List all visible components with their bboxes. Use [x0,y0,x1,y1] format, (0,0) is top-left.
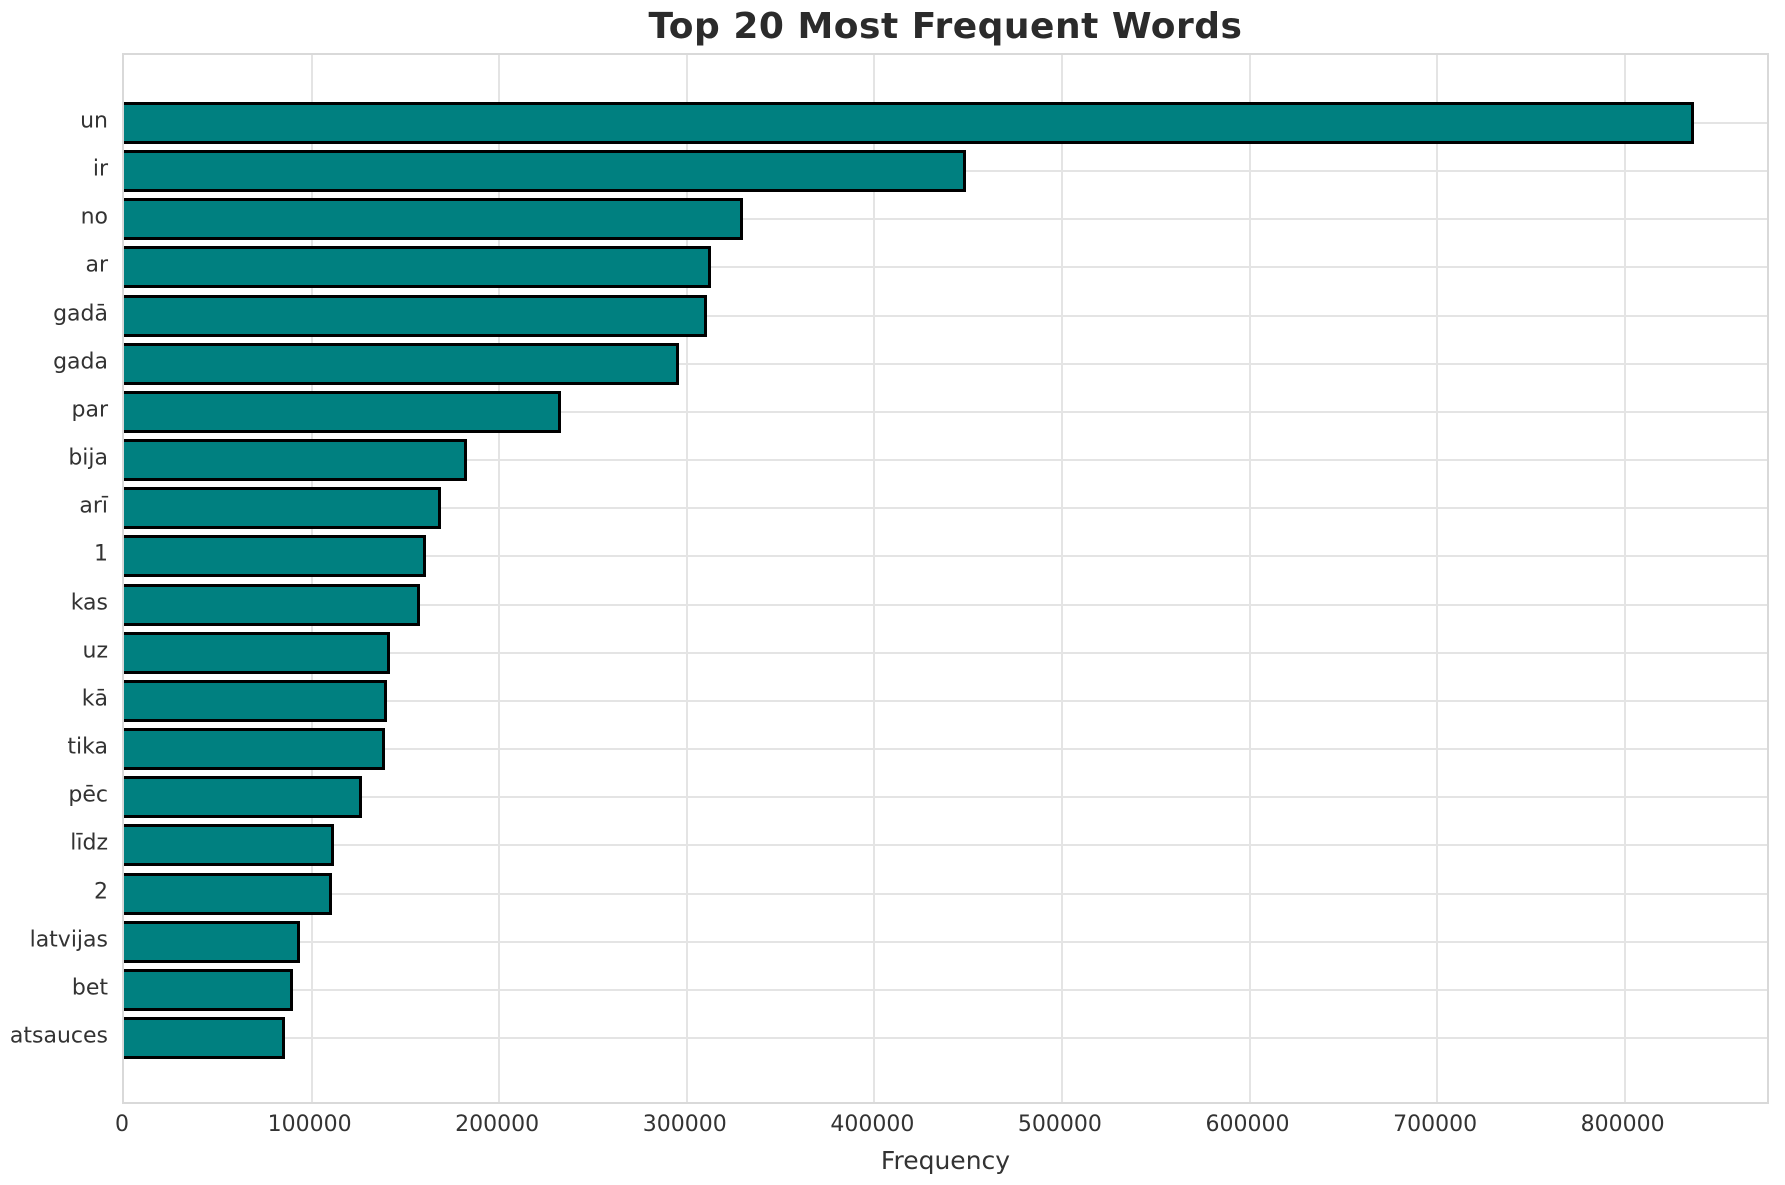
bar [124,824,335,867]
y-tick-label: latvijas [29,927,108,953]
v-gridline [1060,55,1063,1102]
bar [124,969,293,1012]
y-tick-label: kas [70,590,108,616]
h-gridline [124,699,1767,702]
y-tick-label: ir [92,156,108,182]
h-gridline [124,507,1767,510]
bar [124,920,301,963]
y-tick-label: līdz [70,830,108,856]
h-gridline [124,362,1767,365]
v-gridline [1623,55,1626,1102]
y-tick-label: pēc [68,782,108,808]
y-tick-label: kā [81,686,108,712]
v-gridline [310,55,313,1102]
bar [124,198,743,241]
x-tick-label: 500000 [1017,1112,1102,1137]
x-tick-label: 400000 [830,1112,915,1137]
h-gridline [124,314,1767,317]
plot-area [122,53,1769,1104]
bar [124,101,1695,144]
y-tick-label: gadā [53,301,108,327]
h-gridline [124,748,1767,751]
v-gridline [685,55,688,1102]
y-tick-label: no [80,204,108,230]
bar [124,535,426,578]
bar [124,439,468,482]
y-tick-label: 1 [94,541,108,567]
h-gridline [124,796,1767,799]
v-gridline [498,55,501,1102]
y-tick-label: atsauces [9,1023,108,1049]
v-gridline [873,55,876,1102]
x-tick-label: 100000 [267,1112,352,1137]
y-tick-label: par [71,397,109,423]
bar [124,149,967,192]
bar [124,631,391,674]
x-axis-label: Frequency [880,1146,1011,1175]
bar [124,728,385,771]
bar [124,1017,286,1060]
bar [124,246,712,289]
y-tick-label: 2 [94,879,108,905]
x-tick-label: 700000 [1393,1112,1478,1137]
bar [124,679,387,722]
h-gridline [124,892,1767,895]
y-tick-label: gada [53,349,108,375]
h-gridline [124,651,1767,654]
bar [124,390,562,433]
h-gridline [124,603,1767,606]
chart-title: Top 20 Most Frequent Words [648,6,1243,47]
bar [124,583,421,626]
x-tick-label: 200000 [455,1112,540,1137]
v-gridline [1436,55,1439,1102]
h-gridline [124,555,1767,558]
y-tick-label: arī [79,493,108,519]
x-tick-label: 0 [115,1112,129,1137]
x-tick-label: 300000 [642,1112,727,1137]
h-gridline [124,410,1767,413]
h-gridline [124,459,1767,462]
y-tick-label: bija [68,445,108,471]
y-tick-label: un [80,108,108,134]
bar [124,487,441,530]
y-tick-label: tika [67,734,108,760]
y-tick-label: uz [82,638,109,664]
h-gridline [124,1037,1767,1040]
x-tick-label: 600000 [1205,1112,1290,1137]
v-gridline [1248,55,1251,1102]
x-tick-label: 800000 [1580,1112,1665,1137]
bar [124,342,680,385]
bar [124,294,708,337]
y-tick-label: bet [71,975,108,1001]
h-gridline [124,844,1767,847]
h-gridline [124,266,1767,269]
h-gridline [124,218,1767,221]
bar [124,776,363,819]
h-gridline [124,989,1767,992]
bar [124,872,333,915]
y-axis-labels: un ir no ar gadā gada par bija arī 1 kas uz kā tika pē… [0,53,108,1104]
h-gridline [124,940,1767,943]
y-tick-label: ar [85,252,108,278]
